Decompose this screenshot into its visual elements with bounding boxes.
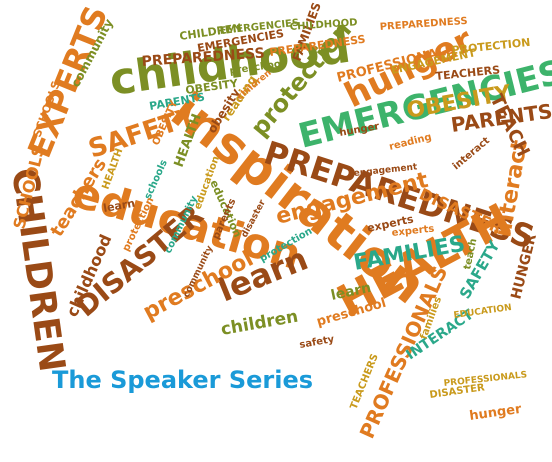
cloud-word: reading xyxy=(388,132,433,153)
cloud-word: CHILDREN xyxy=(3,166,72,375)
speaker-series-title: The Speaker Series xyxy=(52,366,313,394)
cloud-word: CHILDHOOD xyxy=(289,17,357,33)
cloud-word: children xyxy=(219,307,299,340)
cloud-word: experts xyxy=(391,224,435,239)
cloud-word: hunger xyxy=(468,402,522,424)
cloud-word: PROFESSIONALS xyxy=(443,370,527,389)
cloud-word: learn xyxy=(102,197,136,215)
cloud-word: EDUCATION xyxy=(453,303,512,321)
cloud-word: interact xyxy=(451,135,492,172)
cloud-word: safety xyxy=(299,334,336,351)
